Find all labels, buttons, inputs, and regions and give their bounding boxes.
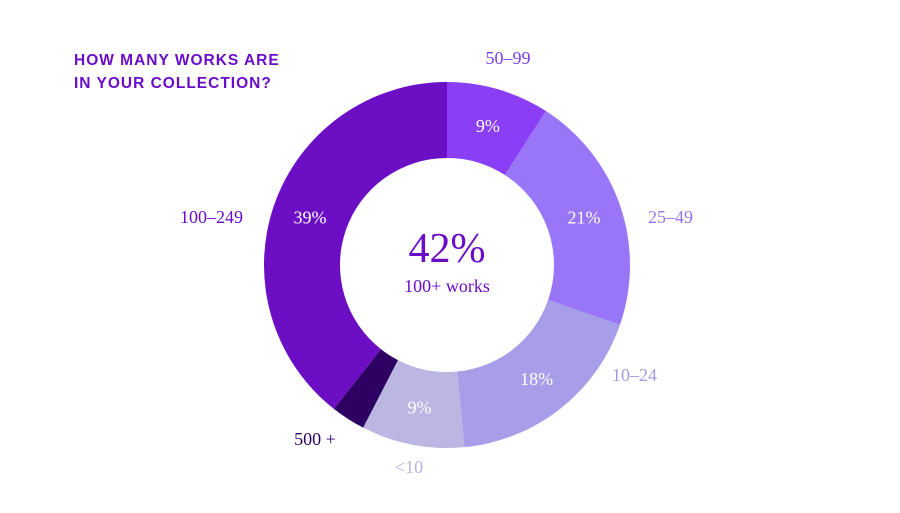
category-labels: 50–99 25–49 10–24 <10 500 + 100–249 <box>180 48 693 477</box>
donut-slice-5 <box>264 82 447 409</box>
chart-title-line-1: HOW MANY WORKS ARE <box>74 52 280 69</box>
category-label-3: <10 <box>395 457 423 477</box>
chart-title-line-2: IN YOUR COLLECTION? <box>74 75 272 92</box>
donut-slice-4 <box>333 349 398 428</box>
category-label-2: 10–24 <box>612 365 657 385</box>
donut-slices <box>264 82 630 449</box>
chart-title: HOW MANY WORKS ARE IN YOUR COLLECTION? <box>74 49 334 95</box>
center-caption: 100+ works <box>404 276 490 296</box>
slice-value-label-1: 21% <box>568 208 601 228</box>
slice-value-label-3: 9% <box>408 397 432 417</box>
slice-value-label-0: 9% <box>476 116 500 136</box>
slice-value-labels: 9% 21% 18% 9% 39% <box>293 116 600 418</box>
category-label-1: 25–49 <box>648 207 693 227</box>
donut-slice-1 <box>504 111 630 325</box>
donut-slice-3 <box>363 360 465 449</box>
slice-value-label-2: 18% <box>520 369 553 389</box>
slice-value-label-5: 39% <box>293 208 326 228</box>
donut-slice-2 <box>457 299 620 448</box>
donut-slice-0 <box>447 82 546 175</box>
center-value: 42% <box>409 226 486 272</box>
category-label-0: 50–99 <box>486 48 531 68</box>
category-label-5: 100–249 <box>180 207 243 227</box>
category-label-4: 500 + <box>294 429 336 449</box>
